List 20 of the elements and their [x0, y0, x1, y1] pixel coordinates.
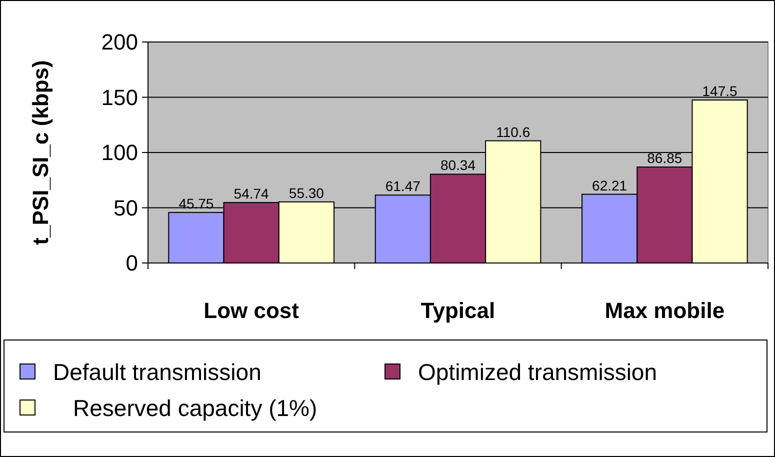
data-label: 86.85: [647, 150, 682, 166]
x-tick-label: Max mobile: [604, 298, 725, 323]
legend-label: Optimized transmission: [418, 359, 658, 386]
data-label: 54.74: [234, 186, 270, 202]
y-tick-label: 200: [101, 30, 138, 55]
data-label: 147.5: [702, 83, 738, 100]
data-label: 61.47: [385, 178, 421, 194]
y-tick-label: 50: [114, 195, 138, 220]
data-label: 110.6: [496, 124, 530, 140]
data-label: 55.30: [288, 184, 324, 201]
legend-label: Default transmission: [53, 359, 262, 386]
y-tick-label: 100: [101, 140, 138, 166]
y-tick-label: 150: [101, 84, 138, 110]
x-tick-label: Low cost: [204, 298, 300, 323]
data-label: 80.34: [440, 157, 476, 174]
data-label: 62.21: [592, 177, 628, 194]
legend-label: Reserved capacity (1%): [73, 395, 318, 422]
y-axis-title: t_PSI_SI_c (kbps): [28, 60, 53, 245]
y-tick-label: 0: [126, 250, 138, 276]
x-tick-label: Typical: [420, 298, 496, 323]
